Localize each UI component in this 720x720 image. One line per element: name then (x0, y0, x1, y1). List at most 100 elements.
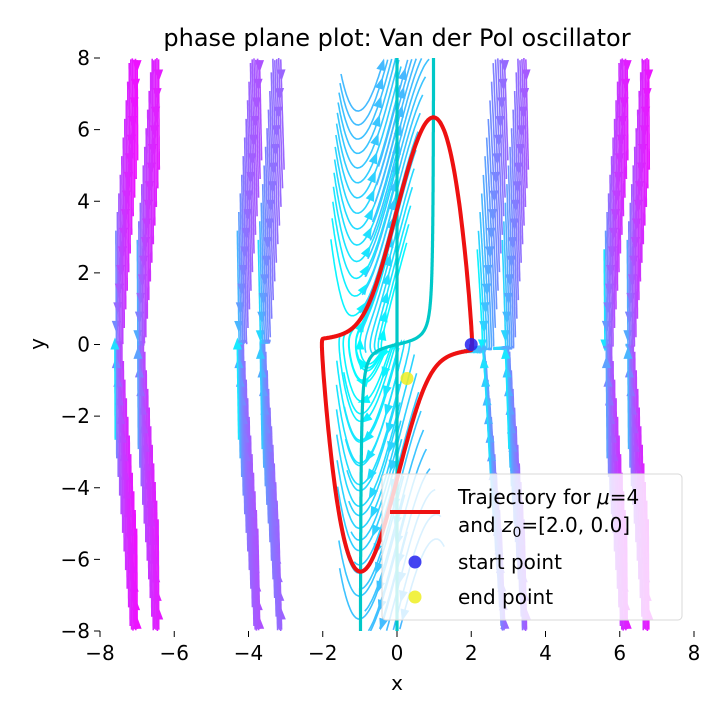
streamline-arrow (365, 189, 375, 202)
x-tick-label: 2 (465, 641, 478, 665)
streamline (253, 58, 258, 217)
y-tick-label: −4 (61, 476, 90, 500)
marker-layer (400, 338, 478, 386)
streamline-arrow (622, 60, 632, 73)
streamline (139, 340, 143, 487)
streamline-arrow (357, 282, 369, 296)
streamline (626, 60, 629, 161)
y-tick-label: 4 (77, 189, 90, 213)
y-tick-label: 0 (77, 333, 90, 357)
streamline (625, 343, 630, 450)
streamline (156, 58, 159, 189)
x-tick-label: 0 (391, 641, 404, 665)
streamline (501, 58, 508, 179)
streamline (277, 58, 284, 189)
streamline-arrow (383, 253, 392, 267)
streamline (624, 58, 628, 180)
streamline-arrow (364, 207, 374, 221)
streamline-arrow (360, 245, 371, 258)
y-tick-label: 2 (77, 261, 90, 285)
streamline (519, 60, 525, 226)
streamline-arrow (603, 374, 613, 387)
streamline-arrow (601, 356, 611, 369)
streamline-arrow (500, 60, 510, 73)
streamline (141, 341, 144, 505)
streamline-arrow (498, 78, 508, 91)
streamline (628, 221, 631, 347)
chart-title: phase plane plot: Van der Pol oscillator (163, 24, 630, 52)
streamline-arrow (110, 337, 120, 350)
streamline-arrow (486, 227, 496, 240)
streamline-arrow (380, 291, 390, 304)
x-axis-label: x (391, 671, 403, 695)
x-tick-label: −4 (234, 641, 263, 665)
streamline-arrow (491, 171, 501, 184)
streamline-arrow (370, 505, 380, 519)
streamline-arrow (381, 272, 391, 286)
streamline-arrow (134, 365, 144, 378)
streamline (619, 59, 623, 235)
streamline (494, 59, 504, 235)
streamline-arrow (368, 151, 378, 165)
streamline-arrow (381, 366, 391, 380)
streamline-arrow (398, 67, 407, 81)
streamline (273, 463, 280, 629)
streamline (132, 491, 136, 630)
streamline-arrow (362, 226, 373, 240)
streamline (275, 59, 282, 207)
streamline-arrow (111, 356, 121, 369)
streamline-arrow (378, 309, 388, 323)
y-tick-label: −6 (61, 547, 90, 571)
streamline-arrow (497, 97, 507, 110)
end-point (400, 372, 414, 386)
legend-start-label: start point (458, 550, 562, 574)
streamline (336, 59, 400, 169)
x-tick-label: 8 (688, 641, 701, 665)
streamline-arrow (255, 346, 265, 359)
streamline-arrow (367, 170, 376, 184)
streamline-arrow (382, 385, 392, 398)
trajectory-line (319, 115, 475, 574)
streamline (606, 212, 609, 348)
y-nullcline (358, 58, 436, 631)
streamline-arrow (371, 114, 381, 128)
streamline (251, 59, 257, 235)
streamline (256, 528, 261, 629)
y-tick-label: −8 (61, 619, 90, 643)
streamline-arrow (373, 95, 382, 109)
streamline-arrow (623, 346, 633, 359)
legend-end-marker (408, 590, 422, 604)
x-axis-ticks: −8 −6 −4 −2 0 2 4 6 8 (85, 631, 700, 665)
streamline (129, 454, 133, 630)
streamline-arrow (488, 208, 498, 222)
streamline-arrow (495, 115, 505, 128)
streamline (153, 60, 156, 226)
streamline-arrow (372, 524, 381, 538)
x-tick-label: −2 (308, 641, 337, 665)
streamline (521, 59, 527, 208)
streamline-arrow (355, 337, 365, 350)
streamline-arrow (362, 430, 374, 443)
legend-trajectory-line1: Trajectory for μ=4 (457, 485, 639, 509)
streamline (497, 58, 505, 217)
y-tick-label: 8 (77, 46, 90, 70)
streamline-arrow (492, 153, 502, 166)
legend-end-label: end point (458, 585, 553, 609)
streamline-arrow (232, 337, 242, 350)
streamline (646, 58, 649, 189)
y-axis-ticks: −8 −6 −4 −2 0 2 4 6 8 (61, 46, 100, 643)
streamline-arrow (355, 319, 365, 333)
x-tick-label: 6 (613, 641, 626, 665)
streamline (131, 58, 134, 217)
streamline (254, 491, 259, 630)
streamline (503, 60, 509, 161)
streamline (251, 454, 256, 630)
streamline-arrow (132, 60, 142, 73)
streamline (337, 58, 397, 155)
y-axis-label: y (25, 338, 49, 350)
streamline (134, 58, 137, 180)
legend-start-marker (408, 555, 422, 569)
streamline (155, 500, 159, 631)
streamline-arrow (234, 356, 244, 369)
streamline (256, 58, 261, 179)
